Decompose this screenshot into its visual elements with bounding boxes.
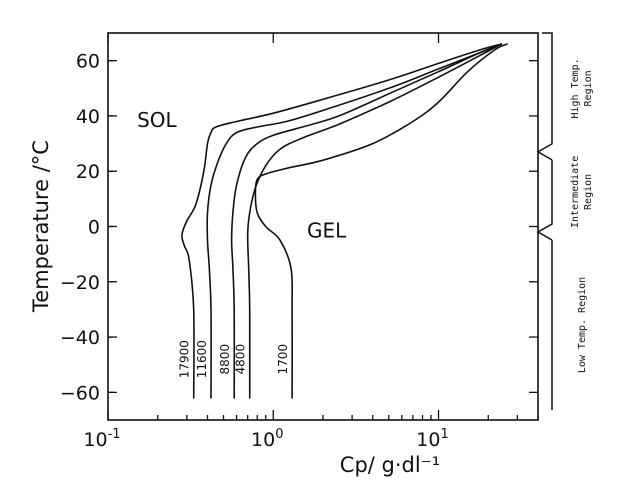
series-line-1700 xyxy=(254,43,508,399)
region-label: Low Temp. Region xyxy=(577,277,588,373)
region-label-line2: Region xyxy=(583,174,594,210)
region-bracket xyxy=(536,32,553,161)
axis-ticks: 60 40 20 0 −20 −40 −60 10-1 100 101 xyxy=(60,33,539,451)
region-label-line1: Intermediate xyxy=(570,156,581,228)
data-series xyxy=(181,43,508,399)
y-tick-label: 60 xyxy=(76,51,100,73)
annotation-gel: GEL xyxy=(307,219,347,243)
y-tick-label: 40 xyxy=(76,106,100,128)
y-tick-label: −40 xyxy=(60,327,100,349)
y-tick-label: 20 xyxy=(76,161,100,183)
series-line-8800 xyxy=(230,43,503,399)
region-label-line2: Region xyxy=(583,70,594,106)
y-tick-label: −20 xyxy=(60,272,100,294)
x-tick-label: 101 xyxy=(416,427,448,451)
annotation-sol: SOL xyxy=(137,108,177,132)
y-tick-label: −60 xyxy=(60,382,100,404)
series-line-11600 xyxy=(206,43,503,399)
series-label-4800: 4800 xyxy=(234,344,248,375)
annotations: SOL GEL xyxy=(137,108,347,243)
y-axis-label: Temperature /°C xyxy=(29,140,53,313)
region-bracket xyxy=(536,159,553,241)
x-axis-label: Cp/ g·dl⁻¹ xyxy=(340,453,440,477)
series-labels: 17900 11600 8800 4800 1700 xyxy=(178,340,290,378)
x-tick-label: 100 xyxy=(251,427,283,451)
series-label-11600: 11600 xyxy=(195,340,209,378)
region-label-line1: High Temp. xyxy=(570,58,581,118)
series-label-1700: 1700 xyxy=(276,344,290,375)
series-label-17900: 17900 xyxy=(178,340,192,378)
x-tick-label: 10-1 xyxy=(83,427,120,451)
series-line-17900 xyxy=(181,43,503,399)
series-label-8800: 8800 xyxy=(218,344,232,375)
y-tick-label: 0 xyxy=(88,217,100,239)
series-line-4800 xyxy=(246,43,503,399)
